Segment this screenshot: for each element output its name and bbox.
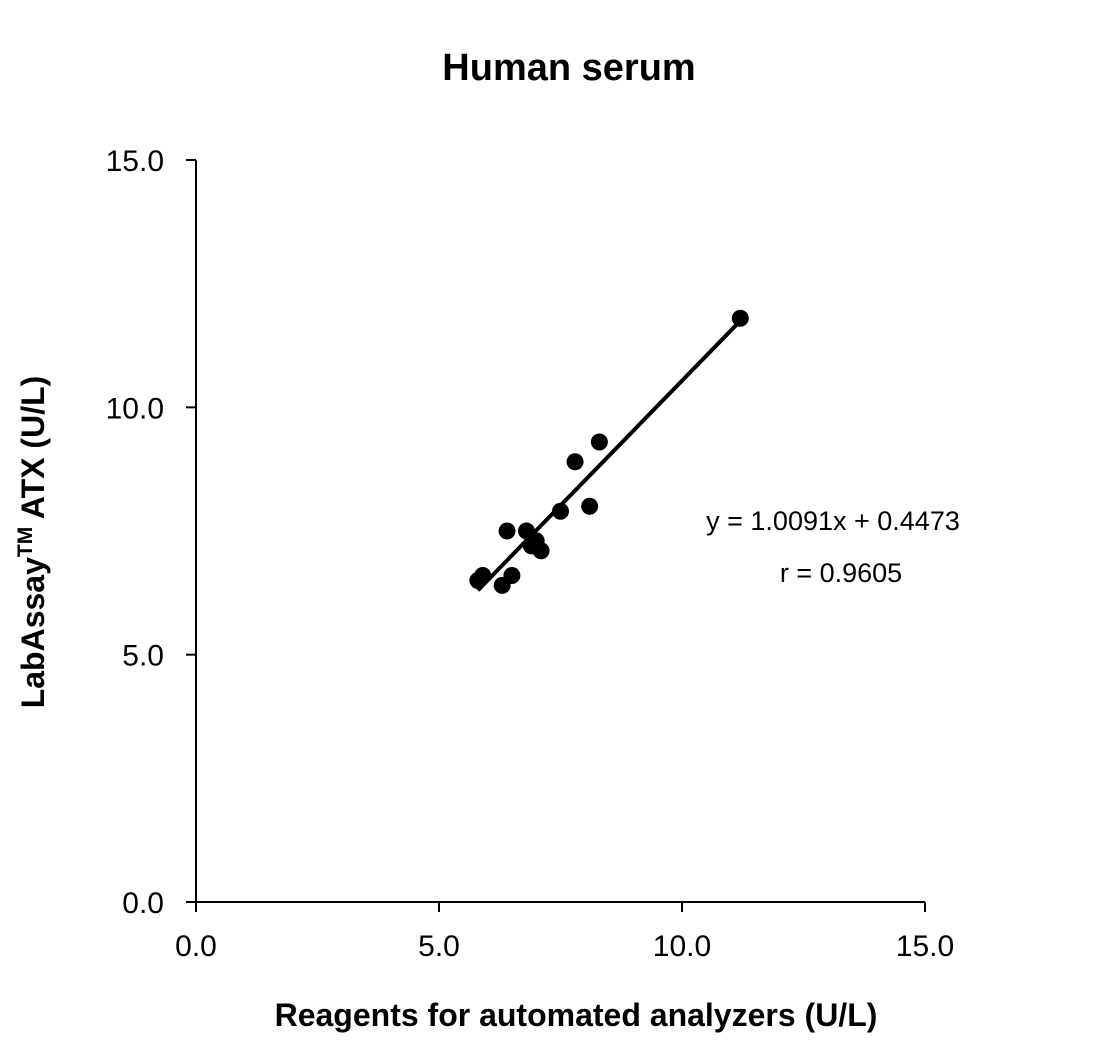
data-point (590, 433, 608, 451)
data-point (532, 542, 550, 560)
y-tick-label: 10.0 (106, 392, 164, 425)
y-axis-label-rest: ATX (U/L) (15, 376, 51, 527)
data-point (552, 502, 569, 520)
data-points (469, 309, 749, 594)
y-axis-label-sup: TM (14, 527, 37, 557)
y-tick-label: 0.0 (122, 887, 164, 920)
y-axis-label: LabAssayTM ATX (U/L) (14, 376, 51, 709)
x-tick-label: 5.0 (418, 930, 460, 963)
x-tick-label: 0.0 (175, 930, 217, 963)
data-point (503, 567, 521, 585)
y-tick-label: 15.0 (106, 145, 164, 178)
data-point (731, 309, 749, 327)
x-tick-label: 10.0 (653, 930, 711, 963)
data-point (498, 522, 516, 540)
trendline (476, 319, 742, 592)
axis-ticks: 0.0 5.0 10.0 15.0 0.0 5.0 10.0 15.0 (106, 145, 955, 963)
y-tick-label: 5.0 (122, 640, 164, 673)
x-tick-label: 15.0 (896, 930, 954, 963)
x-axis-label: Reagents for automated analyzers (U/L) (275, 997, 878, 1033)
data-point (474, 567, 492, 585)
data-point (581, 497, 599, 515)
correlation-coefficient: r = 0.9605 (780, 558, 902, 588)
chart-title: Human serum (442, 47, 695, 89)
data-point (566, 453, 584, 471)
trendline-group (476, 319, 742, 592)
trendline-equation: y = 1.0091x + 0.4473 (706, 506, 960, 536)
y-axis-label-main: LabAssay (15, 557, 51, 708)
